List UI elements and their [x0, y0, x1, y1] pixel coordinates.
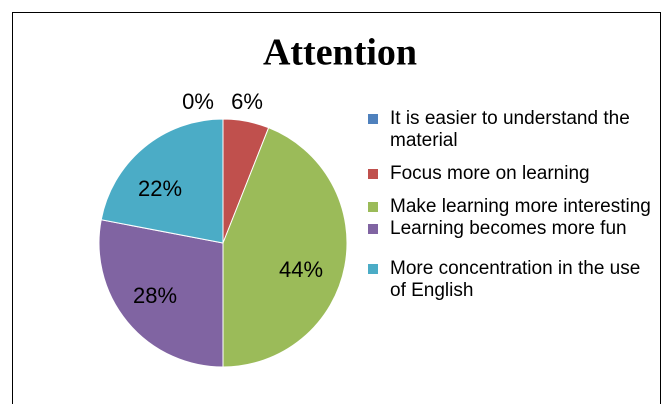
- data-label: 22%: [138, 176, 182, 201]
- legend-label: It is easier to understand the material: [390, 108, 630, 151]
- legend-label: More concentration in the use of English: [390, 258, 641, 301]
- legend-item: Make learning more interesting: [366, 196, 661, 218]
- legend-label: Make learning more interesting: [390, 196, 651, 217]
- data-label: 44%: [279, 257, 323, 282]
- data-label: 0%: [182, 89, 214, 114]
- chart-title: Attention: [263, 32, 417, 74]
- legend-swatch: [368, 202, 378, 212]
- legend-item: Focus more on learning: [366, 163, 661, 185]
- pie-slice: [100, 118, 224, 244]
- pie-slice: [98, 219, 224, 368]
- data-label: 6%: [231, 89, 263, 114]
- data-label: 28%: [133, 283, 177, 308]
- legend-label: Focus more on learning: [390, 163, 590, 184]
- legend-swatch: [368, 264, 378, 274]
- legend-swatch: [368, 169, 378, 179]
- chart-frame: [12, 12, 661, 404]
- legend: It is easier to understand the material F…: [366, 108, 661, 302]
- legend-label: Learning becomes more fun: [390, 218, 627, 239]
- legend-item: Learning becomes more fun: [366, 218, 661, 240]
- legend-item: It is easier to understand the material: [366, 108, 661, 152]
- pie-slice: [222, 127, 348, 368]
- legend-item: More concentration in the use of English: [366, 258, 661, 302]
- legend-swatch: [368, 114, 378, 124]
- legend-swatch: [368, 224, 378, 234]
